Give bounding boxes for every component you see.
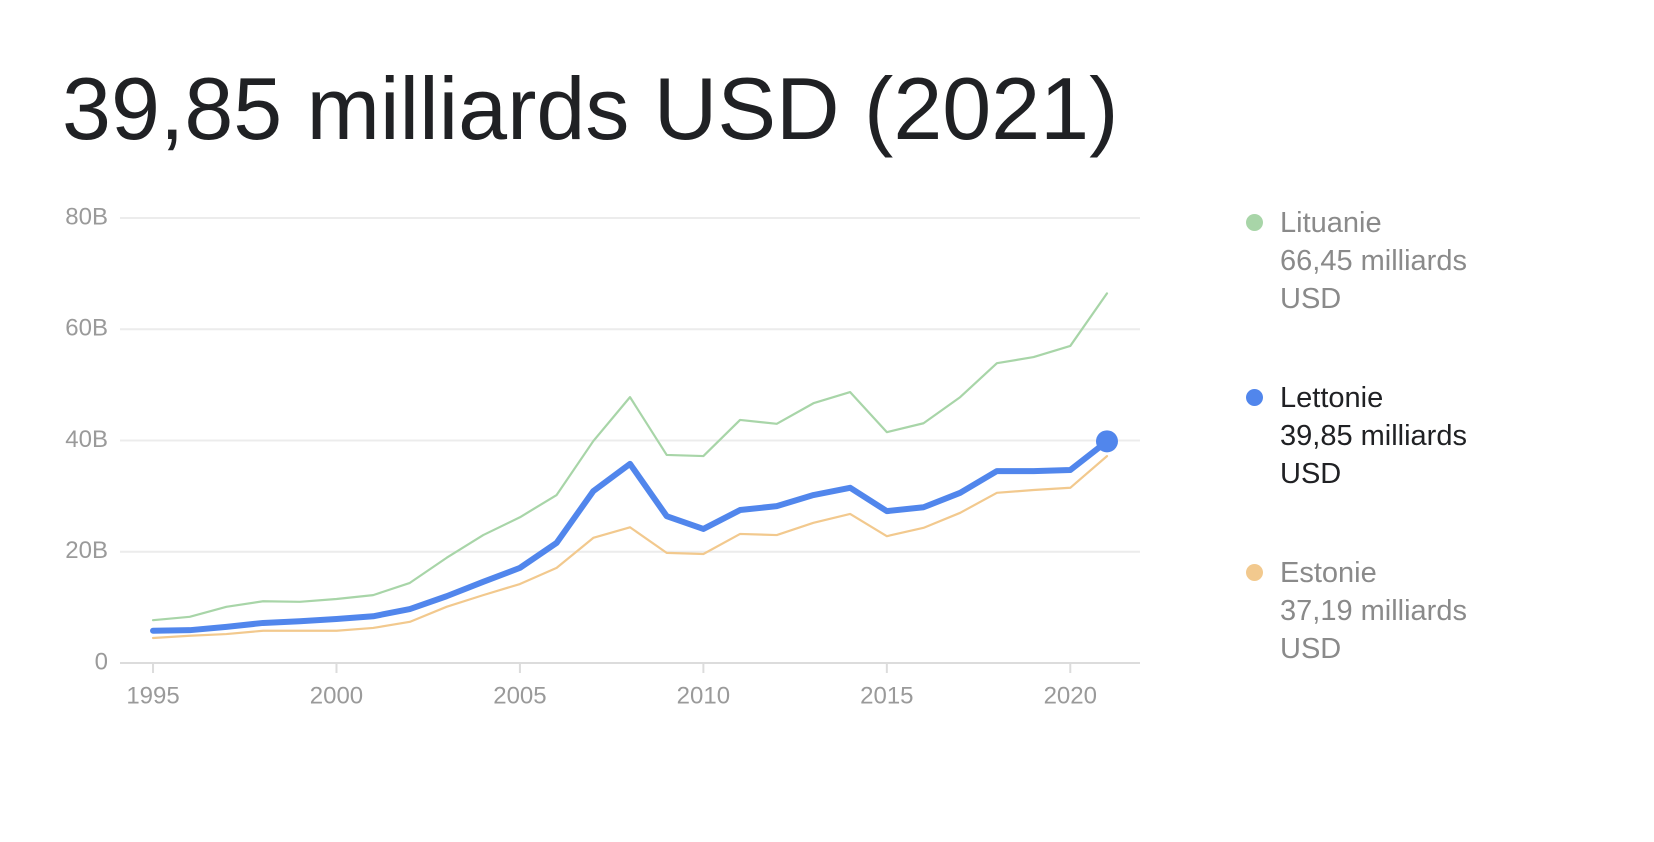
y-tick-label: 40B [65, 426, 108, 453]
legend-label: Lituanie [1280, 207, 1382, 239]
x-tick-label: 2000 [310, 682, 363, 709]
x-tick-label: 2015 [860, 682, 913, 709]
series-line [151, 455, 1109, 640]
y-tick-label: 20B [65, 537, 108, 564]
chart-title: 39,85 milliards USD (2021) [62, 59, 1119, 158]
x-tick-label: 2005 [493, 682, 546, 709]
legend-label: Estonie [1280, 557, 1377, 589]
x-tick-label: 1995 [126, 682, 179, 709]
end-point [1095, 430, 1118, 453]
legend-value: 37,19 milliards USD [1280, 595, 1467, 665]
legend-marker [1246, 214, 1263, 231]
legend-marker [1246, 564, 1263, 581]
legend-value: 66,45 milliards USD [1280, 245, 1467, 315]
series-line [151, 292, 1109, 622]
y-tick-label: 0 [95, 648, 108, 675]
x-tick-label: 2020 [1044, 682, 1097, 709]
legend-value: 39,85 milliards USD [1280, 420, 1467, 490]
x-tick-label: 2010 [677, 682, 730, 709]
series-line [150, 438, 1110, 634]
legend-label: Lettonie [1280, 382, 1384, 414]
legend-marker [1246, 389, 1263, 406]
y-tick-label: 80B [65, 203, 108, 230]
y-tick-label: 60B [65, 315, 108, 342]
